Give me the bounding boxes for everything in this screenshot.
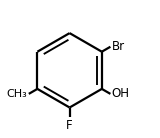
Text: CH₃: CH₃ xyxy=(7,89,28,99)
Text: OH: OH xyxy=(112,87,130,100)
Text: Br: Br xyxy=(112,40,125,53)
Text: F: F xyxy=(66,119,73,132)
